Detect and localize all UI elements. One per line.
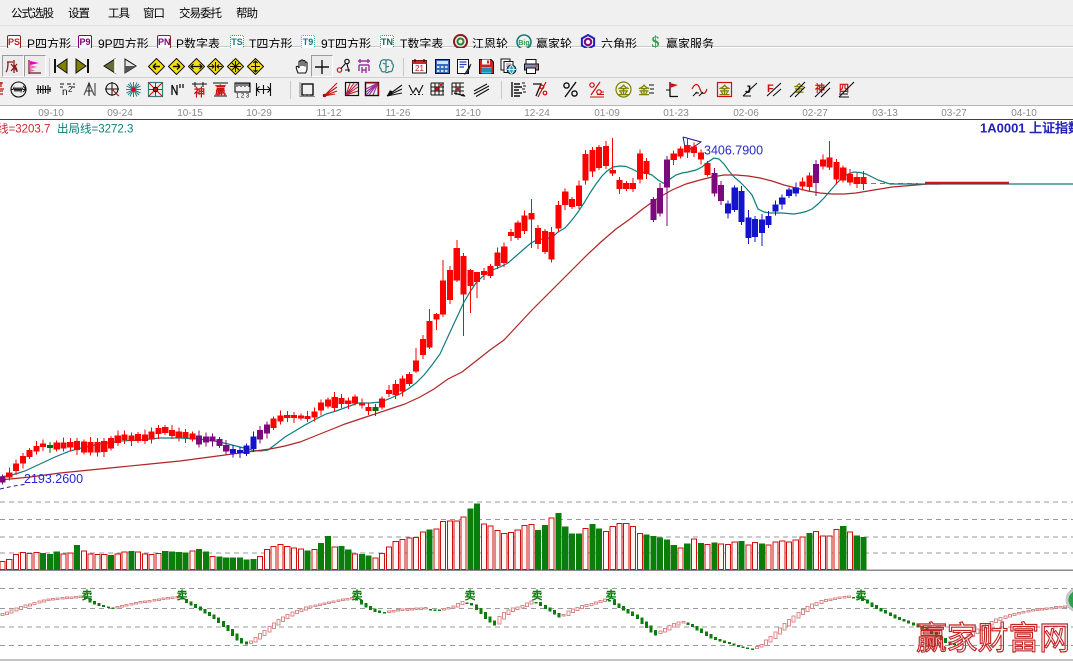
svg-text:卖: 卖: [82, 588, 93, 602]
svg-text:3406.7900: 3406.7900: [704, 144, 763, 158]
svg-text:n: n: [62, 87, 68, 98]
svg-text:J: J: [745, 84, 751, 96]
svg-text:出局线=3272.3: 出局线=3272.3: [57, 122, 133, 136]
svg-text:卖: 卖: [177, 588, 188, 602]
svg-text:1A0001 上证指数: 1A0001 上证指数: [980, 121, 1073, 136]
svg-text:神: 神: [815, 82, 825, 95]
svg-text:赢家财富网: 赢家财富网: [916, 620, 1070, 656]
svg-text:金: 金: [638, 83, 651, 97]
svg-text:四: 四: [839, 83, 849, 95]
svg-text:卖: 卖: [856, 588, 867, 602]
svg-text:2: 2: [68, 85, 73, 94]
svg-text:卖: 卖: [465, 588, 476, 602]
svg-text:卖: 卖: [532, 588, 543, 602]
svg-text:2193.2600: 2193.2600: [24, 472, 83, 486]
svg-text:金: 金: [718, 83, 731, 97]
svg-text:Big: Big: [518, 40, 529, 47]
svg-text:卖: 卖: [606, 588, 617, 602]
svg-text:$: $: [652, 34, 660, 50]
svg-text:卖: 卖: [352, 588, 363, 602]
svg-text:金: 金: [617, 83, 630, 97]
svg-text:1 2 3: 1 2 3: [236, 94, 250, 99]
svg-text:线=3203.7: 线=3203.7: [0, 122, 50, 136]
svg-text:F: F: [767, 83, 774, 95]
svg-text:神: 神: [194, 85, 205, 98]
svg-text:21: 21: [415, 64, 424, 73]
svg-text:赢: 赢: [215, 83, 226, 97]
